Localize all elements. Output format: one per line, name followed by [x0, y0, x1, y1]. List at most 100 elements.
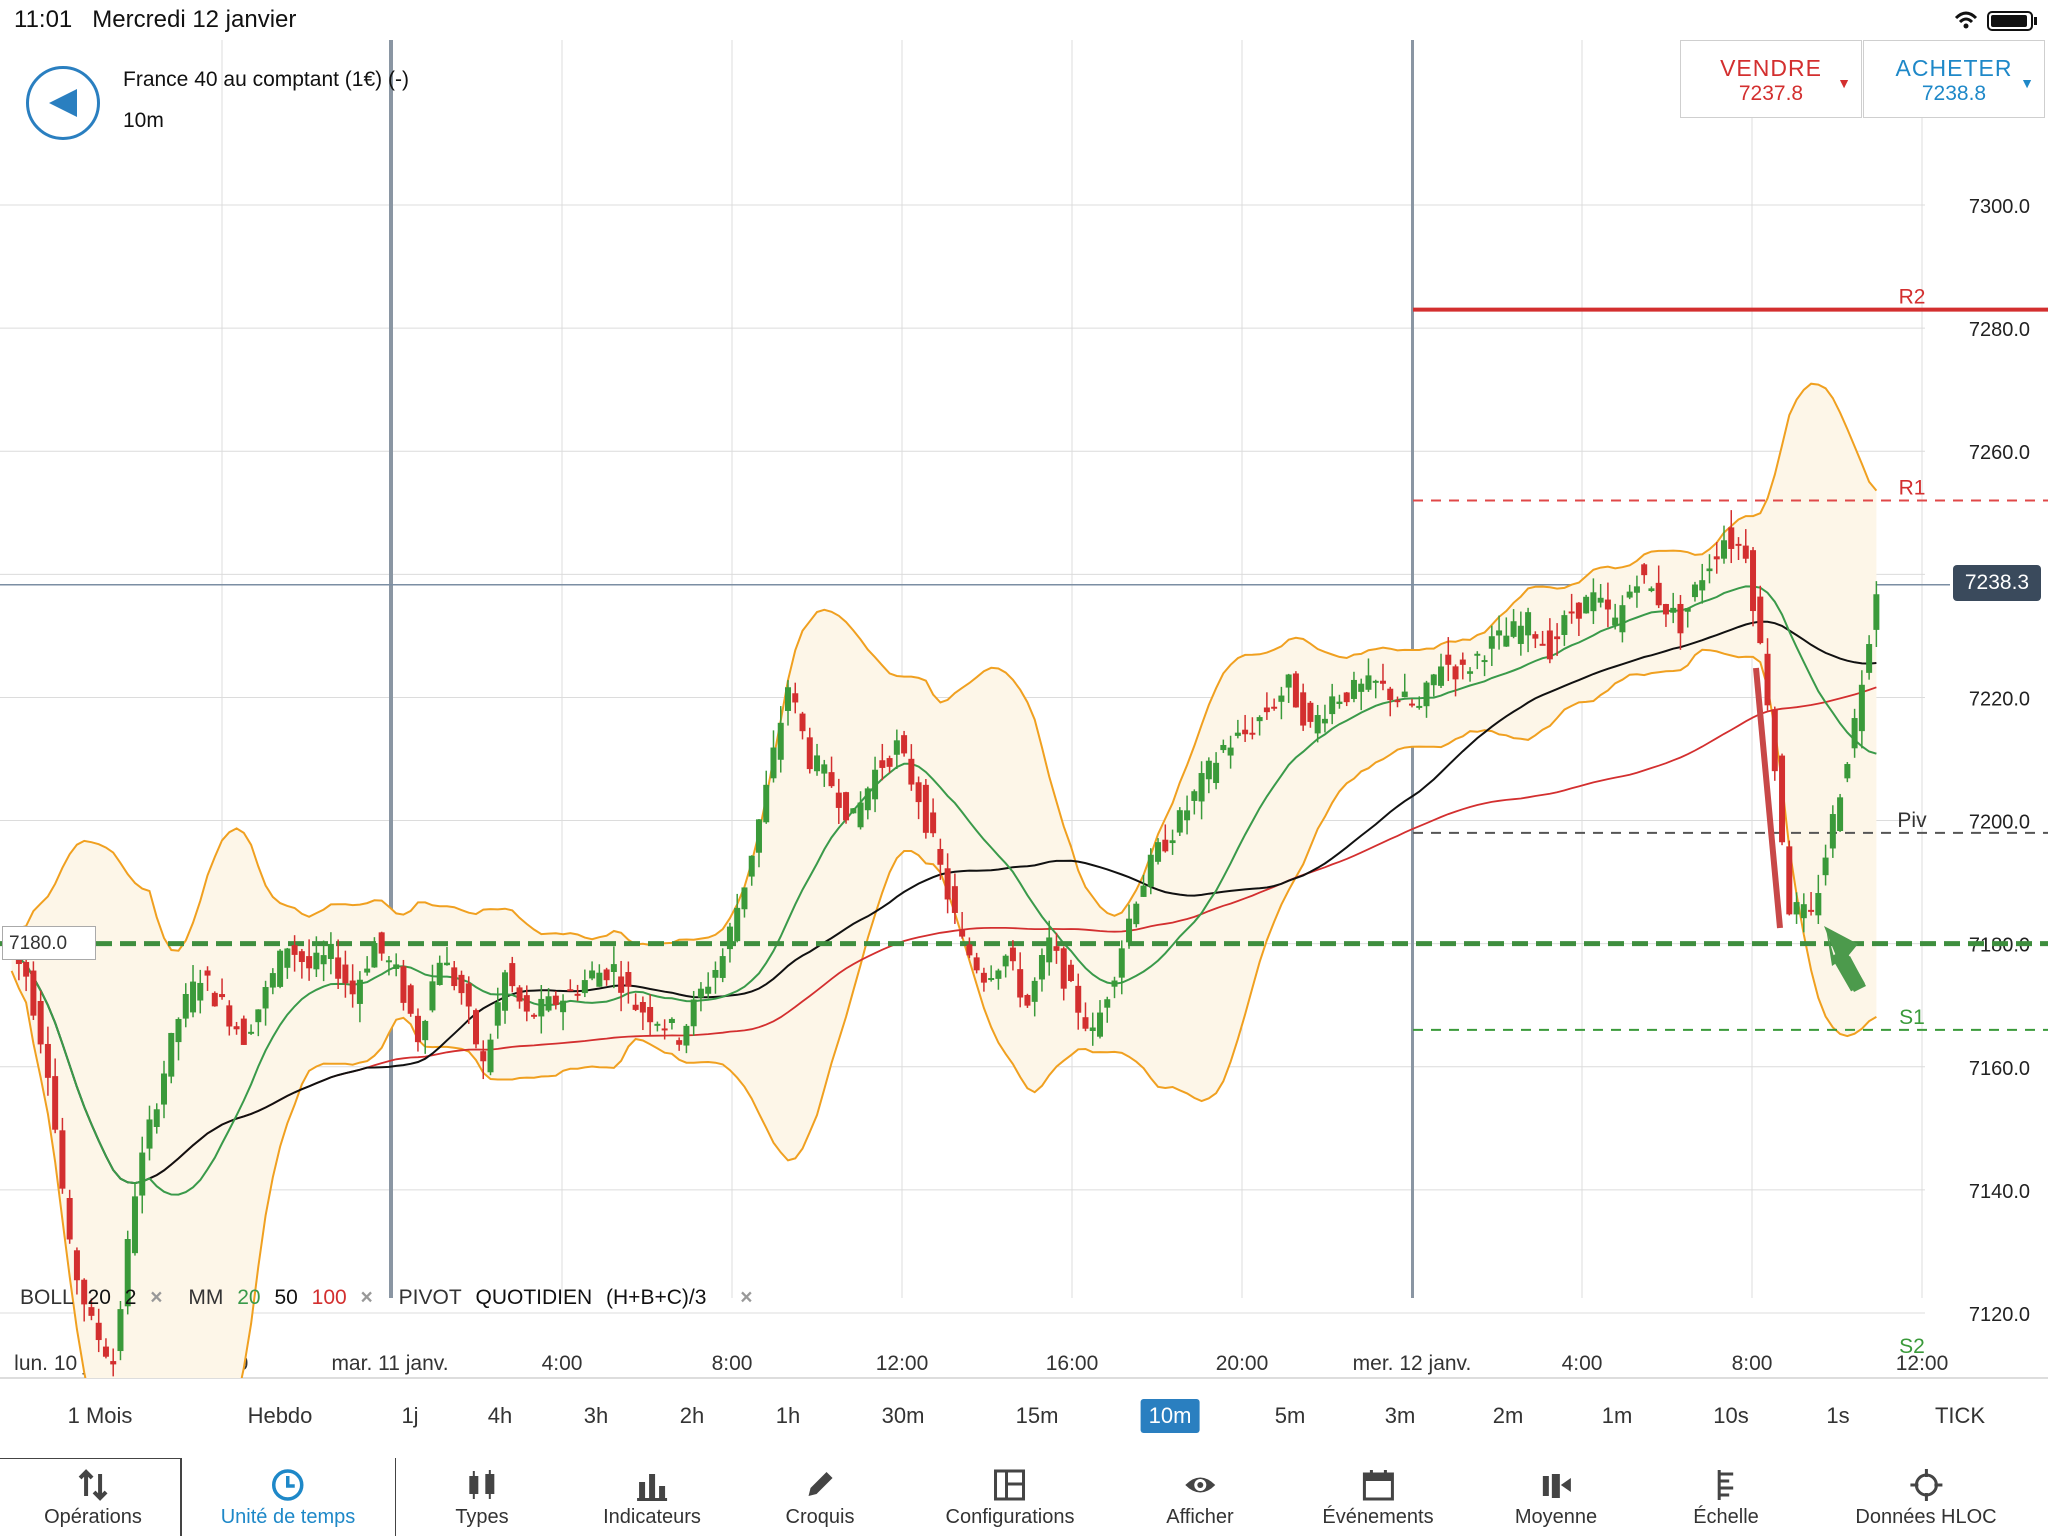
candle-body [1677, 603, 1684, 634]
candle-body [1213, 762, 1220, 784]
candle-body [1808, 909, 1815, 912]
timeframe-option-1h[interactable]: 1h [775, 1403, 801, 1428]
price-axis-label: 7120.0 [1969, 1304, 2030, 1326]
buy-dropdown-icon[interactable]: ▼ [2020, 75, 2034, 91]
candle-body [741, 887, 748, 910]
toolbar-average-button[interactable]: Moyenne [1515, 1458, 1597, 1536]
candle-body [937, 848, 944, 865]
candle-body [1409, 703, 1415, 706]
pivot-remove-icon[interactable]: × [740, 1286, 753, 1309]
toolbar-divider [0, 1458, 181, 1536]
candle-body [545, 996, 552, 1011]
price-axis-label: 7280.0 [1969, 319, 2030, 341]
candle-body [1655, 582, 1662, 606]
toolbar-scale-button[interactable]: Échelle [1693, 1458, 1759, 1536]
candle-body [1350, 679, 1357, 699]
toolbar-label: Indicateurs [603, 1506, 701, 1528]
candle-body [1619, 605, 1626, 633]
toolbar-clock-button[interactable]: Unité de temps [221, 1458, 355, 1536]
candle-body [1604, 599, 1611, 610]
candle-body [886, 758, 893, 767]
timeframe-option-10s[interactable]: 10s [1713, 1403, 1749, 1428]
candle-body [37, 1000, 44, 1045]
candle-body [1292, 673, 1299, 708]
candle-body [589, 970, 596, 979]
candle-body [843, 792, 850, 821]
sell-dropdown-icon[interactable]: ▼ [1837, 75, 1851, 91]
drawing-red-line [1753, 667, 1783, 929]
calendar-icon [1362, 1470, 1394, 1501]
timeframe-option-tick[interactable]: TICK [1934, 1403, 1986, 1428]
toolbar-layout-button[interactable]: Configurations [945, 1458, 1075, 1536]
candle-body [1133, 903, 1140, 925]
candle-body [872, 769, 879, 800]
candle-body [1764, 653, 1771, 706]
candle-body [915, 782, 922, 803]
mm20-line [10, 585, 1877, 1196]
timeframe-option-3m[interactable]: 3m [1384, 1403, 1416, 1428]
candle-body [618, 976, 625, 993]
candle-body [879, 760, 886, 768]
layout-icon [994, 1469, 1026, 1501]
candle-body [1554, 636, 1561, 640]
bottom-toolbar: Opérations Unité de temps Types Indicateurs… [0, 1458, 2048, 1536]
toolbar-crosshair-button[interactable]: Données HLOC [1855, 1458, 1997, 1536]
toolbar-operations-button[interactable]: Opérations [44, 1458, 142, 1536]
candle-body [1713, 556, 1720, 560]
timeframe-option-1j[interactable]: 1j [401, 1403, 419, 1428]
candle-body [1691, 584, 1698, 598]
candle-body [66, 1198, 73, 1240]
candle-body [1546, 630, 1553, 660]
candle-body [1467, 671, 1474, 674]
timeframe-option-hebdo[interactable]: Hebdo [247, 1403, 313, 1428]
candle-body [161, 1073, 167, 1105]
toolbar-eye-button[interactable]: Afficher [1166, 1458, 1234, 1536]
timeframe-option-30m[interactable]: 30m [881, 1403, 925, 1428]
candle-body [1742, 545, 1749, 559]
instrument-timeframe: 10m [123, 109, 164, 132]
mm-remove-icon[interactable]: × [360, 1286, 373, 1309]
price-chart[interactable]: 7300.07280.07260.07240.07220.07200.07180… [0, 40, 2048, 1378]
candle-body [124, 1239, 131, 1307]
time-axis-label: 8:00 [712, 1352, 753, 1375]
boll-remove-icon[interactable]: × [150, 1286, 163, 1309]
timeframe-option-5m[interactable]: 5m [1274, 1403, 1306, 1428]
toolbar-pencil-button[interactable]: Croquis [786, 1458, 854, 1536]
candle-body [59, 1130, 66, 1189]
candle-body [1242, 729, 1249, 735]
status-icons [1954, 11, 2037, 31]
crosshair-icon [1910, 1469, 1942, 1501]
timeframe-option-2h[interactable]: 2h [679, 1403, 705, 1428]
toolbar-candles-button[interactable]: Types [455, 1458, 509, 1536]
drawing-green-arrow-shaft [1831, 948, 1865, 992]
candle-body [168, 1032, 175, 1077]
candle-body [647, 1006, 654, 1023]
timeframe-option-3h[interactable]: 3h [583, 1403, 609, 1428]
timeframe-option-15m[interactable]: 15m [1015, 1403, 1059, 1428]
candle-body [1438, 666, 1445, 686]
mm-param-100: 100 [311, 1286, 347, 1309]
timeframe-option-4h[interactable]: 4h [487, 1403, 513, 1428]
toolbar-label: Moyenne [1514, 1506, 1598, 1528]
timeframe-option-2m[interactable]: 2m [1492, 1403, 1524, 1428]
candle-body [1234, 732, 1241, 736]
timeframe-option-10m[interactable]: 10m [1140, 1399, 1200, 1433]
buy-button[interactable]: ACHETER 7238.8 ▼ [1863, 40, 2045, 118]
sell-button[interactable]: VENDRE 7237.8 ▼ [1680, 40, 1862, 118]
timeframe-option-1s[interactable]: 1s [1826, 1403, 1850, 1428]
timeframe-option-1m[interactable]: 1m [1601, 1403, 1633, 1428]
candle-body [1343, 692, 1350, 703]
candle-body [785, 687, 791, 711]
candle-body [436, 962, 443, 985]
back-button[interactable] [26, 66, 100, 140]
candle-body [1757, 596, 1764, 644]
drawing-green-arrow-head [1824, 926, 1858, 966]
candle-body [1300, 692, 1307, 726]
candle-body [893, 740, 900, 755]
toolbar-label: Configurations [945, 1506, 1075, 1528]
candle-body [190, 981, 197, 1013]
toolbar-calendar-button[interactable]: Événements [1322, 1458, 1434, 1536]
toolbar-bar-chart-button[interactable]: Indicateurs [603, 1458, 701, 1536]
timeframe-option-1-mois[interactable]: 1 Mois [67, 1403, 133, 1428]
candle-body [1815, 893, 1822, 916]
